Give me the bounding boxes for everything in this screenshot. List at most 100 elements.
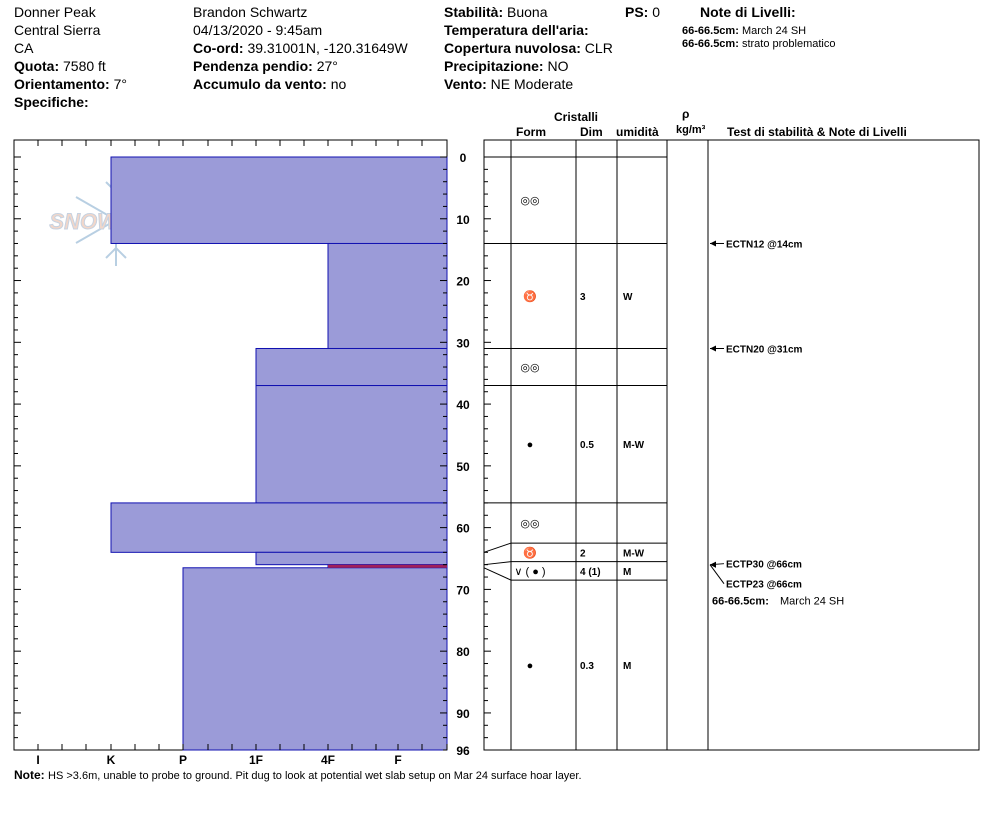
col-form: Form xyxy=(516,125,546,139)
ps: PS: 0 xyxy=(625,4,660,21)
air-temp-label: Temperatura dell'aria: xyxy=(444,22,589,38)
stability-test-4: ECTP23 @66cm xyxy=(726,580,802,591)
depth-label-20: 20 xyxy=(456,275,470,289)
stability-test-3: ECTP30 @66cm xyxy=(726,560,802,571)
crystal-dim-8: 0.3 xyxy=(580,661,594,672)
hardness-layer-5 xyxy=(110,502,448,553)
crystal-form-7: ∨ ( ● ) xyxy=(514,566,545,578)
layer-note-2-text: strato problematico xyxy=(741,38,836,50)
crystal-form-8: ● xyxy=(527,660,534,672)
cloud-value: CLR xyxy=(584,40,613,56)
depth-note-range: 66-66.5cm: xyxy=(712,596,769,608)
depth-label-0: 0 xyxy=(460,151,467,165)
connector-line-7 xyxy=(483,567,512,581)
crystal-moisture-2: W xyxy=(623,292,633,303)
depth-label-40: 40 xyxy=(456,398,470,412)
datetime: 04/13/2020 - 9:45am xyxy=(193,22,323,38)
col-rho: ρ xyxy=(682,107,690,121)
crystal-form-2: ♉ xyxy=(523,290,537,303)
col-stability: Test di stabilità & Note di Livelli xyxy=(727,125,907,139)
stability-arrow-head-1 xyxy=(710,240,716,247)
crystal-dim-7: 4 (1) xyxy=(580,567,601,578)
stability-test-1: ECTN12 @14cm xyxy=(726,239,803,250)
crystal-moisture-7: M xyxy=(623,567,631,578)
observer: Brandon Schwartz xyxy=(193,4,308,20)
layer-note-2: 66-66.5cm: strato problematico xyxy=(682,38,835,51)
depth-label-70: 70 xyxy=(456,583,470,597)
cloud-label: Copertura nuvolosa: xyxy=(444,40,581,56)
table-frame xyxy=(483,139,980,751)
depth-note-text: March 24 SH xyxy=(780,596,844,608)
depth-label-50: 50 xyxy=(456,460,470,474)
stability-label: Stabilità: xyxy=(444,4,504,20)
depth-label-30: 30 xyxy=(456,336,470,350)
location-range: Central Sierra xyxy=(14,22,101,38)
col-density-unit: kg/m³ xyxy=(676,124,706,136)
depth-label-10: 10 xyxy=(456,213,470,227)
wind-load-value: no xyxy=(330,76,347,92)
cloud-cover: Copertura nuvolosa: CLR xyxy=(444,40,613,57)
crystal-table: ◎◎ ♉ 3 W ◎◎ ● 0.5 M-W ◎◎ ♉ 2 M-W ∨ ( ● ) 4 (1) M ● 0.3 M xyxy=(483,139,980,751)
footer-note: Note: HS >3.6m, unable to probe to groun… xyxy=(14,767,582,785)
precipitation: Precipitazione: NO xyxy=(444,58,568,75)
aspect: Orientamento: 7° xyxy=(14,76,127,93)
elevation-value: 7580 ft xyxy=(63,58,106,74)
stability-test-2: ECTN20 @31cm xyxy=(726,344,803,355)
crystal-dim-4: 0.5 xyxy=(580,440,594,451)
elevation-label: Quota: xyxy=(14,58,60,74)
crystal-dim-6: 2 xyxy=(580,548,586,559)
aspect-label: Orientamento: xyxy=(14,76,110,92)
precip-value: NO xyxy=(547,58,569,74)
hardness-layer-6 xyxy=(255,551,448,566)
hardness-layer-4 xyxy=(255,385,448,504)
problem-layer xyxy=(328,564,447,568)
wind: Vento: NE Moderate xyxy=(444,76,573,93)
hardness-label-4F: 4F xyxy=(321,753,335,767)
crystal-form-6: ♉ xyxy=(523,546,537,559)
hardness-layers: I K P 1F 4F F xyxy=(13,139,448,767)
specifics-label: Specifiche: xyxy=(14,94,89,110)
depth-label-90: 90 xyxy=(456,707,470,721)
slope-label: Pendenza pendio: xyxy=(193,58,313,74)
stability: Stabilità: Buona xyxy=(444,4,548,21)
stability-tests: ECTN12 @14cm ECTN20 @31cm ECTP30 @66cm ECTP… xyxy=(709,239,844,608)
stability-arrow-head-4 xyxy=(710,561,716,568)
wind-label: Vento: xyxy=(444,76,487,92)
aspect-value: 7° xyxy=(113,76,127,92)
hardness-label-F: F xyxy=(394,753,401,767)
layer-note-2-range: 66-66.5cm: xyxy=(682,38,739,50)
wind-load-label: Accumulo da vento: xyxy=(193,76,327,92)
depth-axis: 0 10 20 30 40 50 60 70 80 90 96 xyxy=(14,151,491,758)
crystal-moisture-6: M-W xyxy=(623,548,645,559)
footer-label: Note: xyxy=(14,768,45,782)
coordinates: Co-ord: 39.31001N, -120.31649W xyxy=(193,40,408,57)
ps-label: PS: xyxy=(625,4,649,20)
coord-label: Co-ord: xyxy=(193,40,244,56)
stability-arrow-line-4 xyxy=(709,564,725,584)
crystal-moisture-4: M-W xyxy=(623,440,645,451)
depth-label-80: 80 xyxy=(456,645,470,659)
stability-arrow-head-2 xyxy=(710,345,716,352)
col-moisture: umidità xyxy=(616,125,659,139)
ps-value: 0 xyxy=(652,4,661,20)
hardness-label-K: K xyxy=(107,753,116,767)
hardness-layer-8 xyxy=(182,567,448,751)
slope: Pendenza pendio: 27° xyxy=(193,58,338,75)
hardness-layer-3 xyxy=(255,347,448,387)
location-state: CA xyxy=(14,40,34,56)
layer-note-1-text: March 24 SH xyxy=(741,25,807,37)
crystal-dim-2: 3 xyxy=(580,292,586,303)
layer-note-1-range: 66-66.5cm: xyxy=(682,25,739,37)
crystal-form-4: ● xyxy=(527,439,534,451)
precip-label: Precipitazione: xyxy=(444,58,544,74)
coord-value: 39.31001N, -120.31649W xyxy=(247,40,408,56)
crystal-form-3: ◎◎ xyxy=(520,362,539,374)
stability-value: Buona xyxy=(507,4,548,20)
location-name: Donner Peak xyxy=(14,4,96,20)
layer-notes-title: Note di Livelli: xyxy=(700,4,796,20)
connector-line-6 xyxy=(483,561,512,566)
slope-value: 27° xyxy=(316,58,338,74)
crystal-form-5: ◎◎ xyxy=(520,518,539,530)
hardness-layer-2 xyxy=(327,242,448,349)
